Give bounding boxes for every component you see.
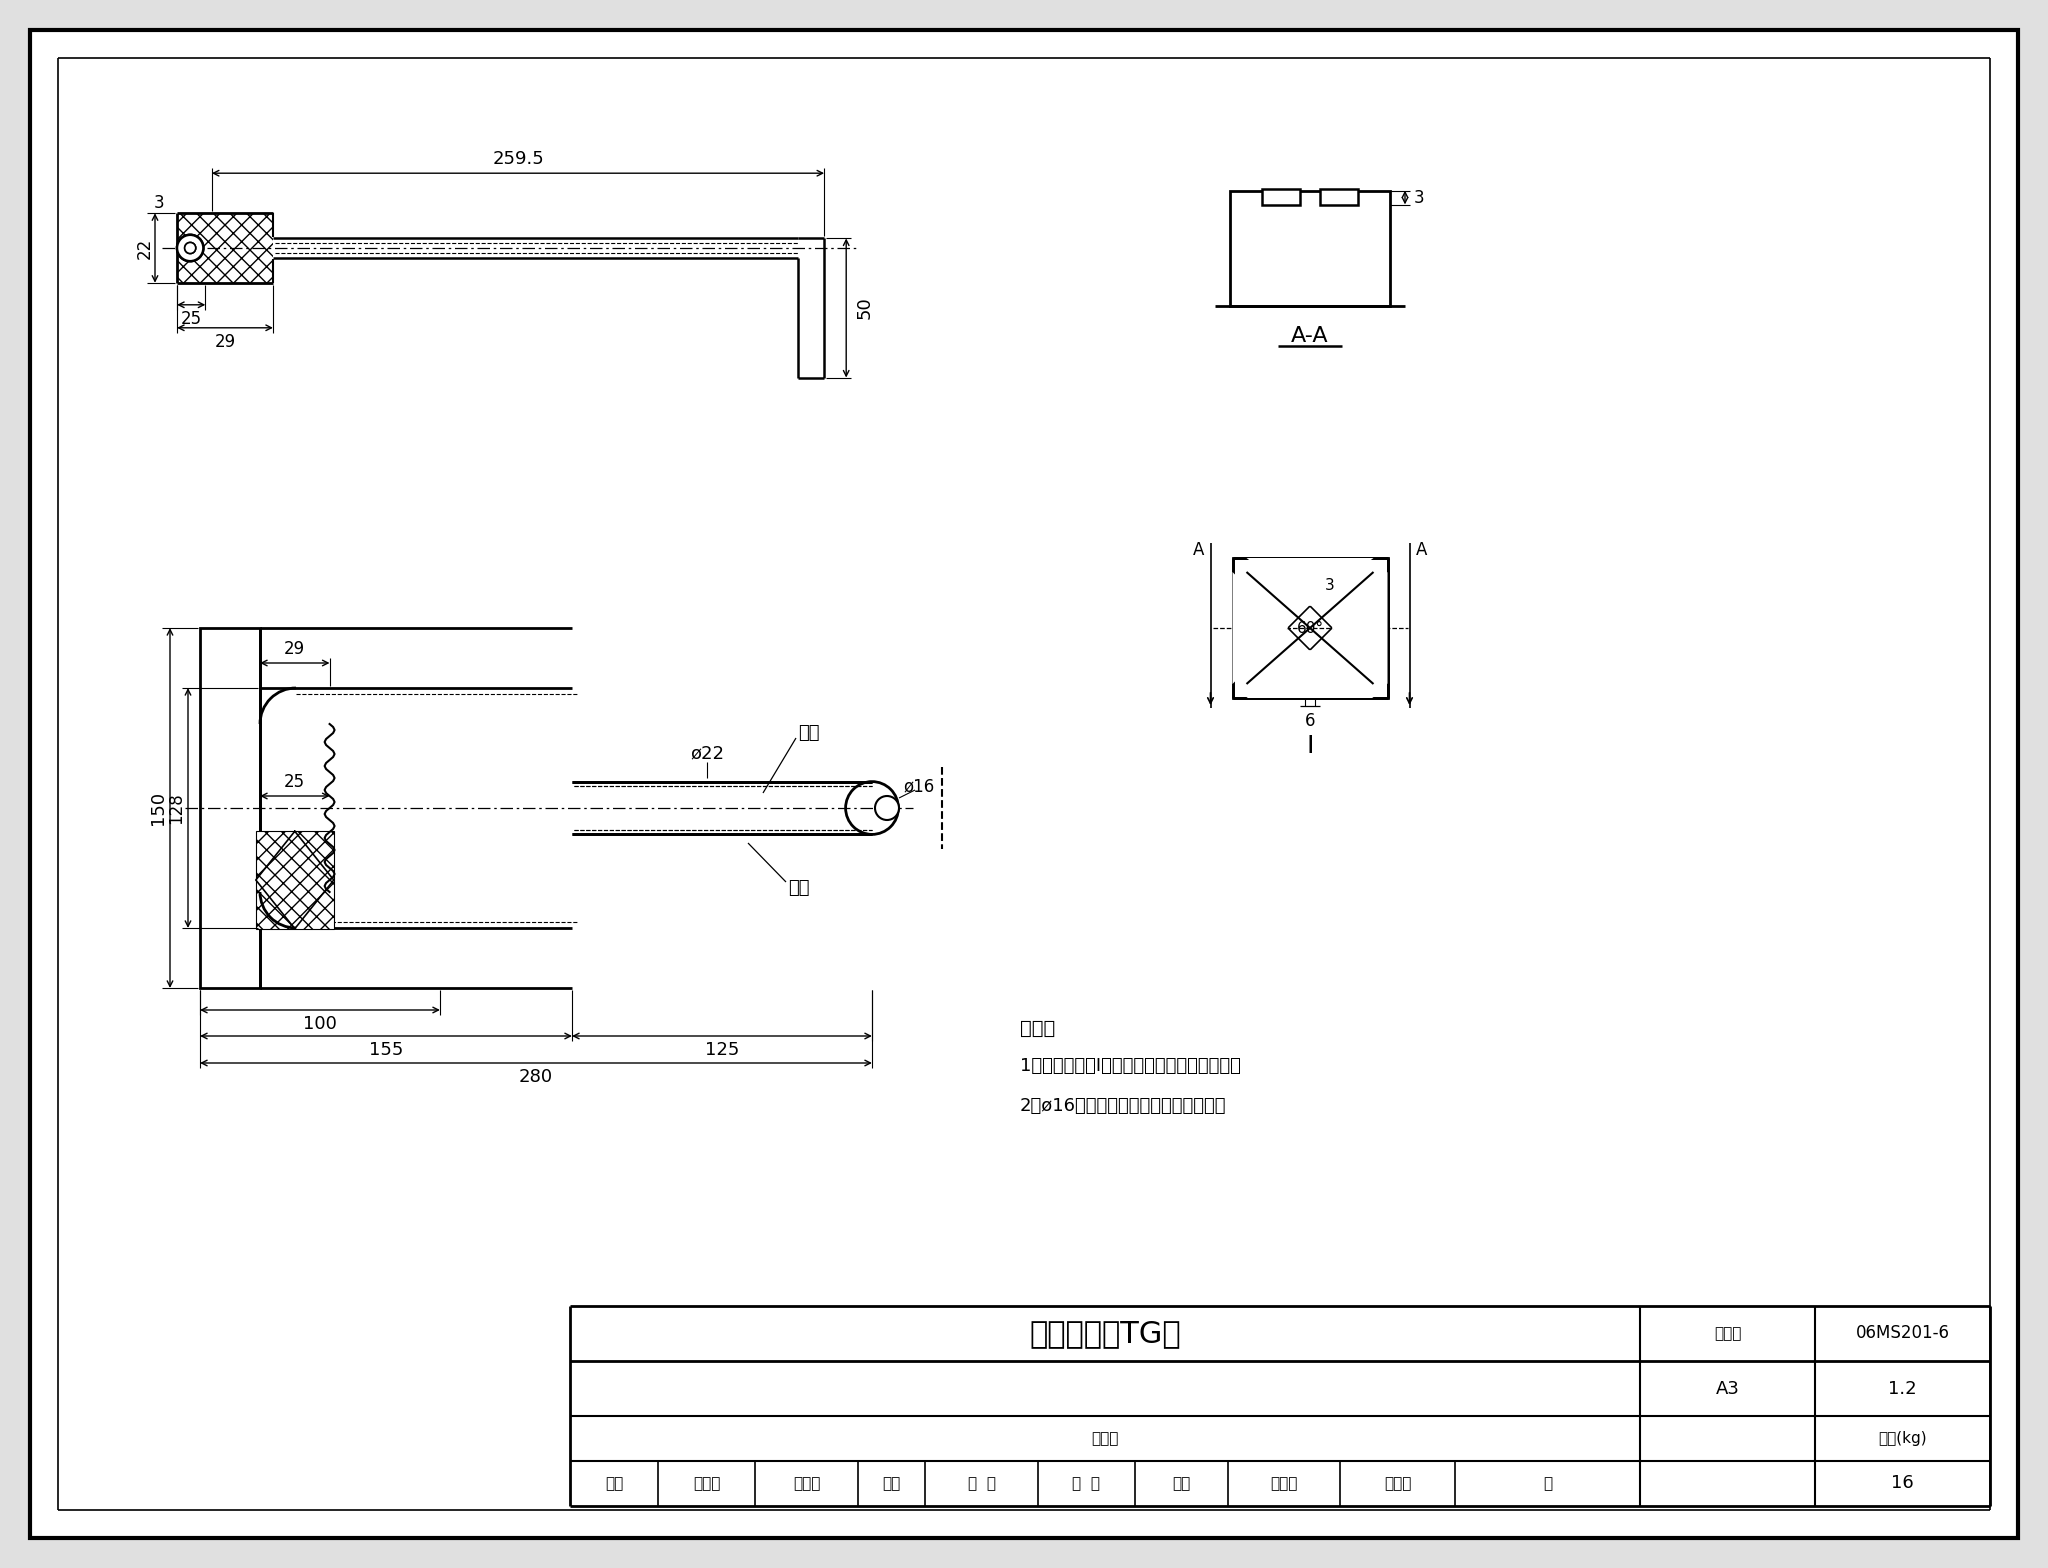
Text: 06MS201-6: 06MS201-6 [1855, 1325, 1950, 1342]
Bar [1262, 188, 1300, 204]
Bar [1321, 188, 1358, 204]
Text: 25: 25 [180, 310, 203, 328]
Text: A3: A3 [1716, 1380, 1739, 1397]
Text: 3: 3 [1413, 188, 1423, 207]
Text: 150: 150 [150, 790, 168, 825]
Bar [1231, 190, 1391, 306]
Text: 页: 页 [1542, 1475, 1552, 1491]
Text: 重量(kg): 重量(kg) [1878, 1432, 1927, 1446]
Text: A-A: A-A [1290, 326, 1329, 345]
Text: 50: 50 [856, 296, 872, 320]
Text: 凸纹: 凸纹 [799, 724, 819, 742]
Text: A: A [1192, 541, 1204, 560]
Text: 3: 3 [1325, 577, 1335, 593]
Circle shape [176, 235, 203, 262]
Text: 说明：: 说明： [1020, 1019, 1055, 1038]
Circle shape [184, 243, 197, 254]
Text: 280: 280 [518, 1068, 553, 1087]
Text: 22: 22 [135, 237, 154, 259]
Text: I: I [1307, 734, 1313, 757]
Bar [176, 213, 272, 282]
Bar [1231, 190, 1391, 306]
Text: 设计: 设计 [1171, 1475, 1190, 1491]
Text: 温和晖: 温和晖 [1384, 1475, 1411, 1491]
Text: ø22: ø22 [690, 745, 725, 762]
Text: 审核: 审核 [604, 1475, 623, 1491]
Text: 塑钢踏步（TG）: 塑钢踏步（TG） [1030, 1319, 1182, 1348]
Text: ø16: ø16 [903, 778, 934, 795]
Text: 60°: 60° [1296, 621, 1323, 635]
Text: 图集号: 图集号 [1714, 1327, 1741, 1341]
Polygon shape [1247, 558, 1374, 605]
Text: 29: 29 [285, 640, 305, 659]
Text: 259.5: 259.5 [492, 151, 545, 168]
Text: 128: 128 [168, 792, 184, 823]
Text: 16: 16 [1890, 1474, 1915, 1493]
Text: 材　料: 材 料 [1092, 1432, 1118, 1446]
Text: 3: 3 [154, 194, 164, 212]
Circle shape [874, 797, 899, 820]
Polygon shape [1233, 572, 1288, 684]
Text: 100: 100 [303, 1014, 338, 1033]
Circle shape [184, 243, 197, 254]
Bar [256, 831, 334, 928]
Text: 2．ø16钢筋冲压成型；塑料注塑成型．: 2．ø16钢筋冲压成型；塑料注塑成型． [1020, 1098, 1227, 1115]
Text: 郭  钧: 郭 钧 [967, 1475, 995, 1491]
Text: 校对: 校对 [883, 1475, 901, 1491]
Text: 29: 29 [215, 332, 236, 351]
Text: 王骧山: 王骧山 [692, 1475, 721, 1491]
Text: 6: 6 [1305, 712, 1315, 731]
Text: 麻点: 麻点 [788, 880, 809, 897]
Polygon shape [1331, 572, 1386, 684]
Text: 1．材料：钢－I级钢；塑料－高密度聚乙烯．: 1．材料：钢－I级钢；塑料－高密度聚乙烯． [1020, 1057, 1241, 1076]
Polygon shape [1247, 651, 1374, 698]
Text: A: A [1415, 541, 1427, 560]
Text: 25: 25 [285, 773, 305, 790]
Text: 昆恳山: 昆恳山 [793, 1475, 819, 1491]
Text: 水  钧: 水 钧 [1073, 1475, 1100, 1491]
Bar [1233, 558, 1386, 698]
Bar [201, 629, 260, 988]
Circle shape [176, 235, 203, 262]
Text: 155: 155 [369, 1041, 403, 1058]
Text: 温丽晖: 温丽晖 [1270, 1475, 1298, 1491]
Text: 1.2: 1.2 [1888, 1380, 1917, 1397]
Bar [201, 629, 260, 988]
Text: 125: 125 [705, 1041, 739, 1058]
